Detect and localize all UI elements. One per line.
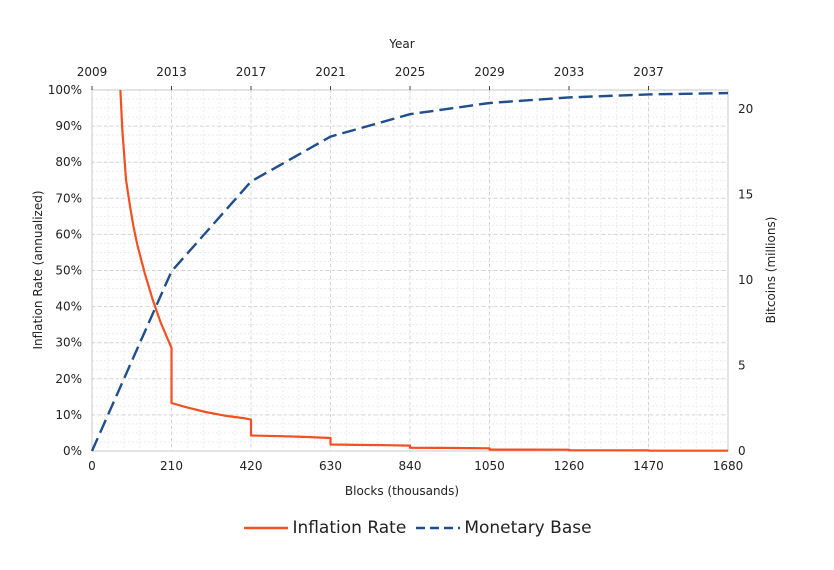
legend-label-inflation-rate: Inflation Rate [292, 518, 407, 538]
monetary-base-line [90, 91, 729, 452]
x-tick-label: 420 [240, 459, 263, 473]
top-tick-label: 2017 [236, 65, 267, 79]
x-tick-label: 0 [88, 459, 96, 473]
y-right-axis-title: Bitcoins (millions) [764, 217, 778, 324]
top-tick-label: 2029 [474, 65, 505, 79]
legend: Inflation Rate Monetary Base [0, 518, 834, 538]
top-tick-label: 2025 [395, 65, 426, 79]
y-right-tick-label: 20 [738, 102, 753, 116]
x-axis-title: Blocks (thousands) [345, 484, 459, 498]
y-right-tick-label: 10 [738, 273, 753, 287]
series-layer [90, 89, 729, 452]
top-tick-label: 2037 [633, 65, 664, 79]
top-tick-label: 2033 [554, 65, 585, 79]
x-tick-label: 1260 [554, 459, 585, 473]
x-tick-label: 840 [399, 459, 422, 473]
y-right-tick-label: 15 [738, 187, 753, 201]
y-left-tick-label: 60% [55, 227, 82, 241]
x-tick-label: 1680 [713, 459, 744, 473]
y-right-tick-label: 5 [738, 358, 746, 372]
y-left-tick-label: 0% [63, 444, 82, 458]
y-left-tick-label: 90% [55, 119, 82, 133]
x-tick-label: 210 [160, 459, 183, 473]
y-left-tick-label: 70% [55, 191, 82, 205]
legend-swatch-monetary-base [416, 526, 461, 530]
legend-item-inflation-rate: Inflation Rate [242, 518, 406, 538]
x-tick-label: 1050 [474, 459, 505, 473]
top-tick-label: 2009 [77, 65, 108, 79]
y-left-tick-label: 100% [48, 83, 82, 97]
y-left-tick-label: 40% [55, 300, 82, 314]
y-left-tick-label: 10% [55, 408, 82, 422]
x-tick-label: 630 [319, 459, 342, 473]
y-left-tick-label: 20% [55, 372, 82, 386]
legend-label-monetary-base: Monetary Base [464, 518, 592, 538]
top-tick-label: 2013 [156, 65, 187, 79]
y-left-axis-title: Inflation Rate (annualized) [31, 190, 45, 349]
inflation-rate-line [119, 89, 728, 452]
top-tick-label: 2021 [315, 65, 346, 79]
legend-item-monetary-base: Monetary Base [414, 518, 592, 538]
top-axis-title: Year [388, 37, 414, 51]
legend-swatch-inflation-rate [244, 526, 289, 530]
y-left-tick-label: 30% [55, 336, 82, 350]
x-tick-label: 1470 [633, 459, 664, 473]
y-left-tick-label: 50% [55, 264, 82, 278]
y-right-tick-label: 0 [738, 444, 746, 458]
y-left-tick-label: 80% [55, 155, 82, 169]
